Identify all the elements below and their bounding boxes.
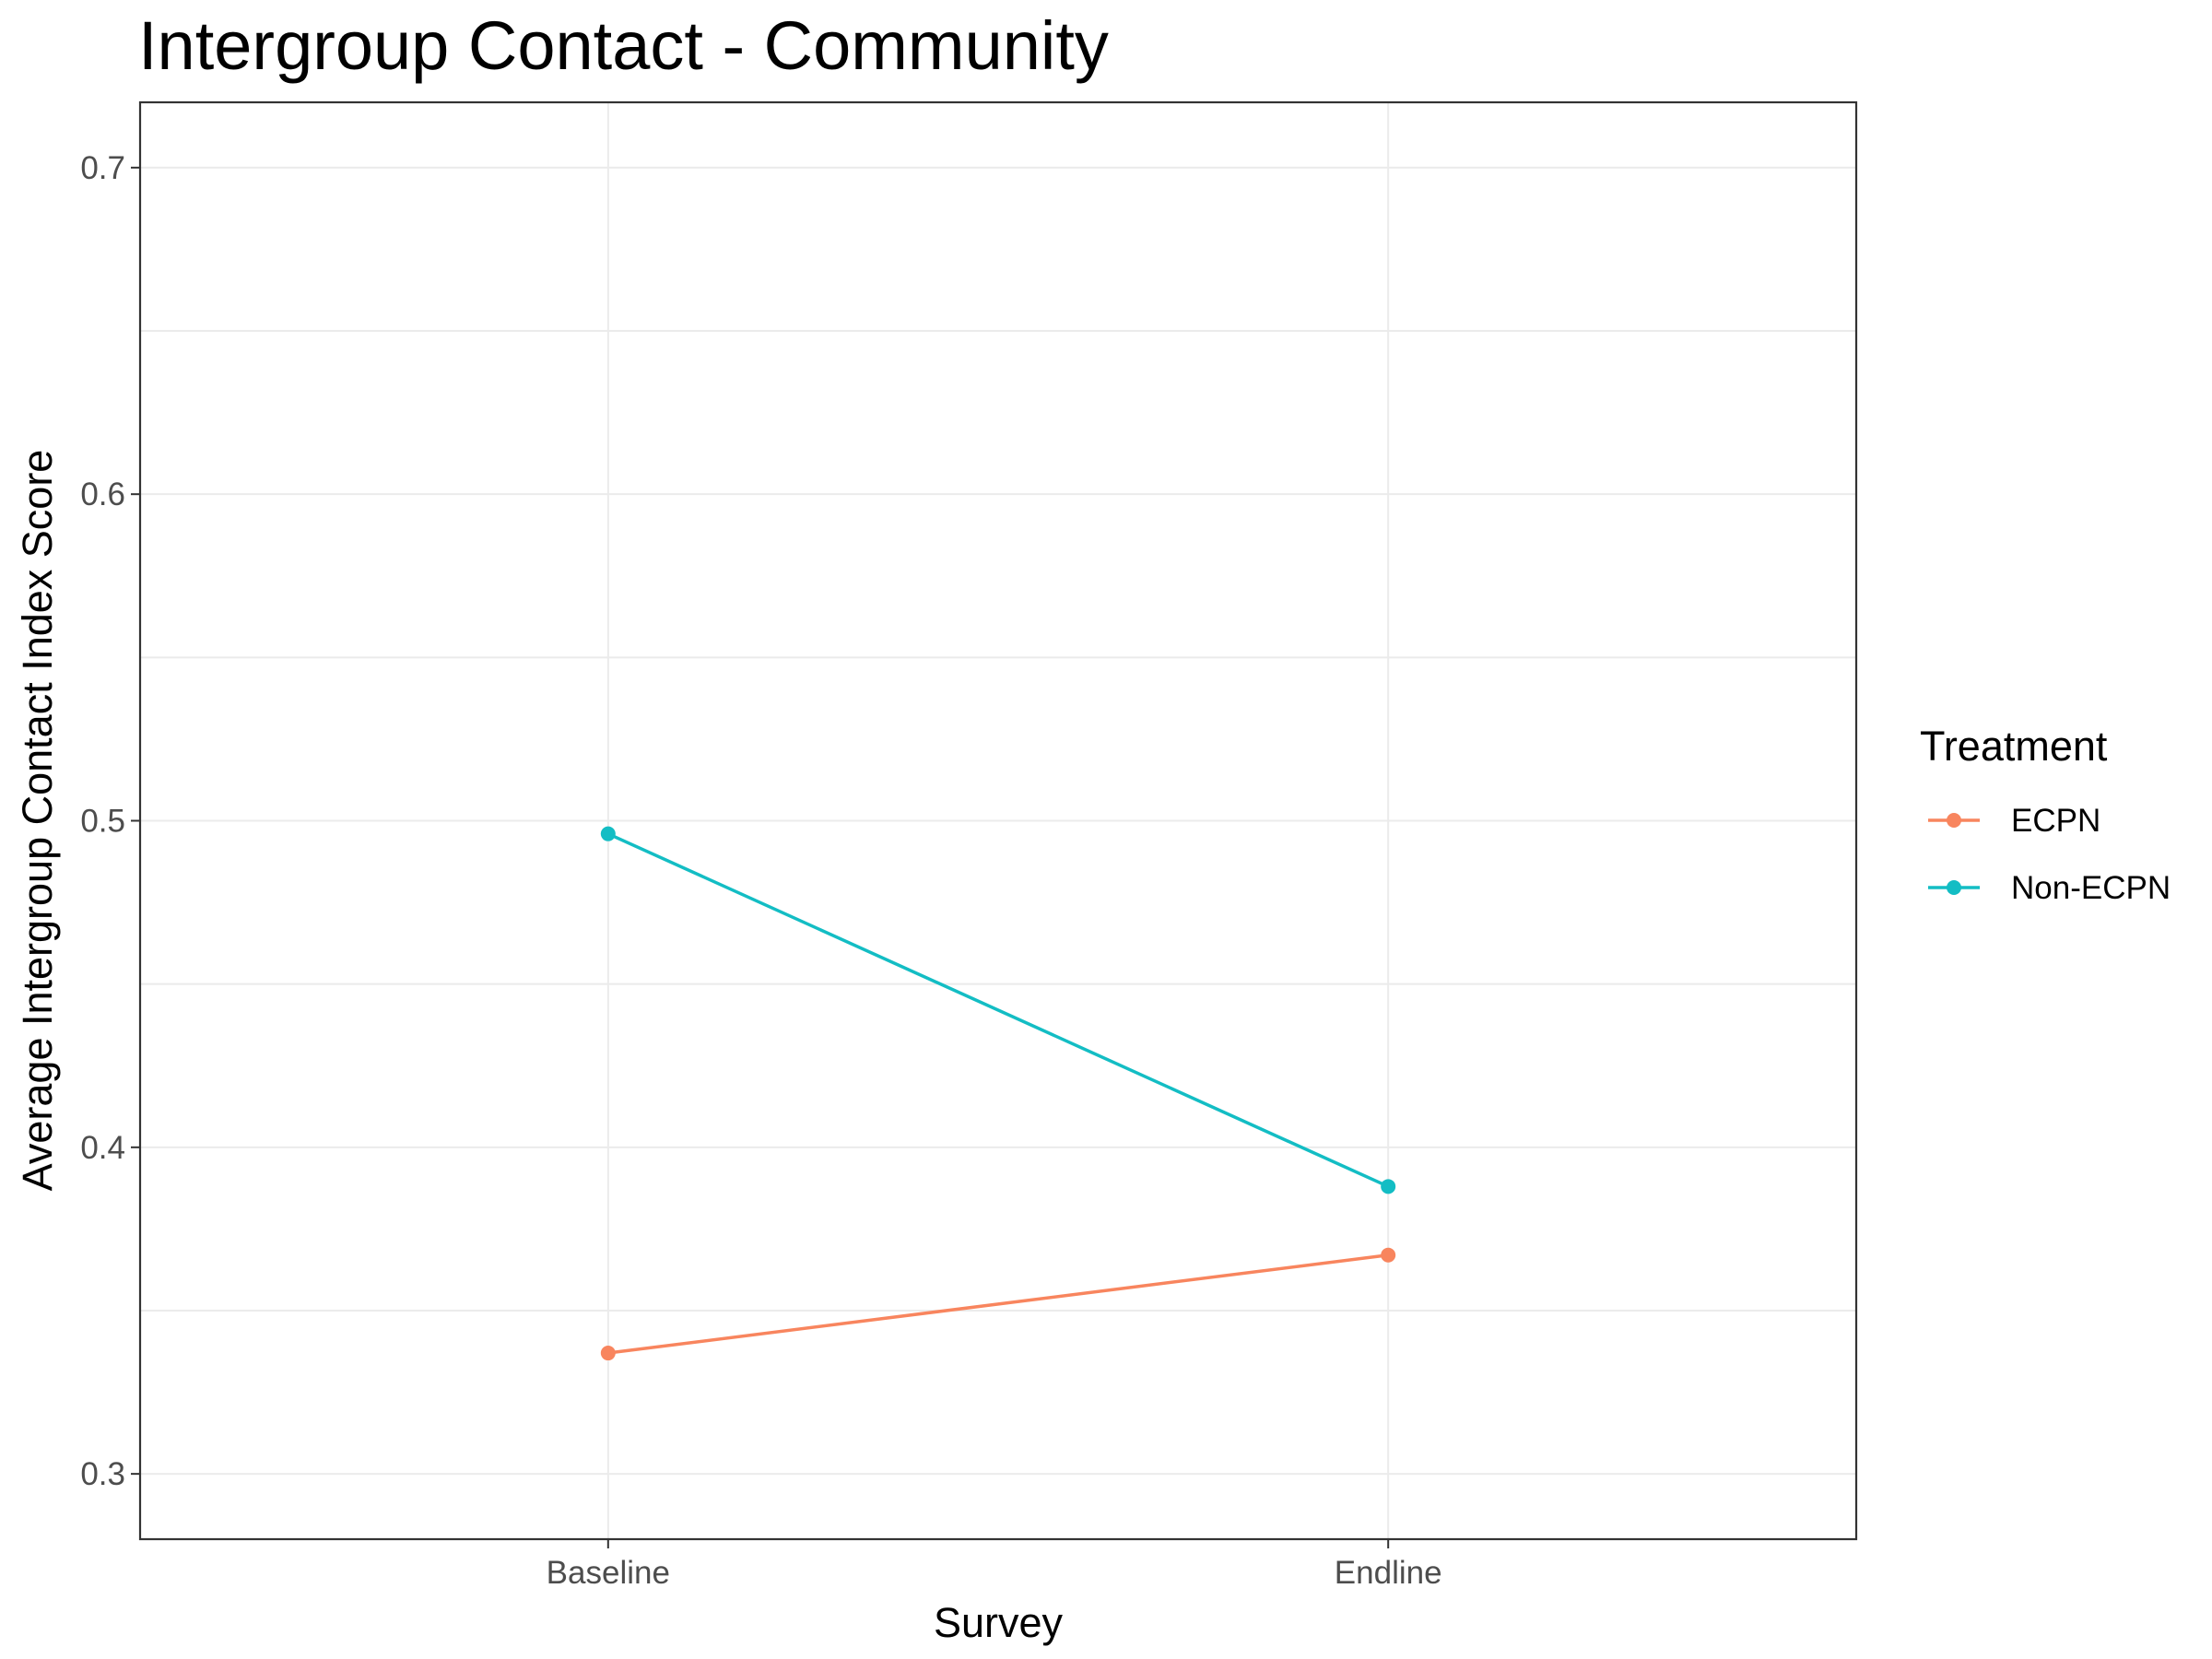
series-line bbox=[607, 1253, 1389, 1355]
legend-key-point bbox=[1947, 813, 1961, 828]
y-axis-title: Average Intergroup Contact Index Score bbox=[14, 450, 61, 1192]
chart-title: Intergroup Contact - Community bbox=[138, 7, 1109, 84]
y-tick-label: 0.4 bbox=[80, 1130, 125, 1166]
data-point bbox=[1381, 1179, 1396, 1194]
legend-title: Treatment bbox=[1920, 723, 2108, 770]
y-axis: 0.3 0.4 0.5 0.6 0.7 bbox=[80, 150, 140, 1492]
y-tick-label: 0.7 bbox=[80, 150, 125, 186]
legend-key-point bbox=[1947, 880, 1961, 895]
legend: Treatment ECPN Non-ECPN bbox=[1920, 723, 2171, 906]
x-axis-title: Survey bbox=[934, 1599, 1064, 1646]
data-point bbox=[600, 1346, 616, 1361]
data-point bbox=[600, 826, 616, 841]
y-tick-label: 0.6 bbox=[80, 477, 125, 512]
y-tick-label: 0.5 bbox=[80, 804, 125, 840]
x-tick-label: Baseline bbox=[547, 1555, 670, 1591]
y-tick-label: 0.3 bbox=[80, 1456, 125, 1492]
legend-label: Non-ECPN bbox=[2011, 870, 2171, 906]
grid-layer bbox=[140, 102, 1856, 1539]
x-axis: Baseline Endline bbox=[547, 1539, 1442, 1591]
series-line bbox=[607, 832, 1389, 1188]
x-tick-label: Endline bbox=[1335, 1555, 1442, 1591]
legend-label: ECPN bbox=[2011, 803, 2100, 839]
series-layer bbox=[600, 826, 1396, 1361]
data-point bbox=[1381, 1247, 1396, 1263]
